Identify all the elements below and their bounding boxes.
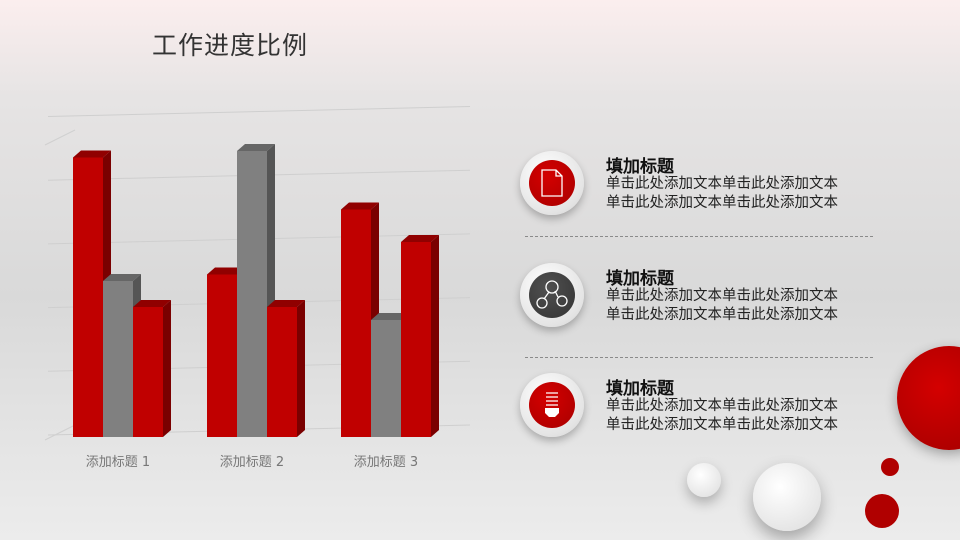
x-tick-label: 添加标题 2 (220, 455, 284, 470)
bar-top (73, 150, 111, 158)
bar-top (341, 202, 379, 210)
item-title: 填加标题 (606, 157, 674, 177)
item-title: 填加标题 (606, 379, 674, 399)
bar-top (371, 313, 409, 320)
document-icon (541, 169, 563, 197)
badge (520, 373, 584, 437)
divider (525, 357, 873, 358)
bar-side (431, 235, 439, 437)
bar (133, 307, 163, 437)
bar (237, 151, 267, 437)
bar-side (297, 300, 305, 437)
bar (341, 209, 371, 437)
bar-top (267, 300, 305, 307)
bar (401, 242, 431, 437)
divider (525, 236, 873, 237)
decorative-circle (897, 346, 960, 450)
decorative-circle (687, 463, 721, 497)
item-text: 单击此处添加文本单击此处添加文本 单击此处添加文本单击此处添加文本 (606, 176, 838, 211)
bar-top (133, 300, 171, 307)
bar-top (207, 267, 245, 275)
decorative-circle (881, 458, 899, 476)
bar (207, 274, 237, 437)
bar-top (237, 144, 275, 151)
badge (520, 263, 584, 327)
network-icon (536, 280, 568, 309)
badge (520, 151, 584, 215)
decorative-circle (753, 463, 821, 531)
lightbulb-icon (545, 392, 559, 417)
axis-wall (44, 129, 76, 441)
list-item: 填加标题 单击此处添加文本单击此处添加文本 单击此处添加文本单击此处添加文本 (520, 263, 880, 333)
bar-top (401, 235, 439, 242)
bar (267, 307, 297, 437)
bar-chart: 添加标题 1 添加标题 2 添加标题 3 (44, 106, 471, 470)
item-text: 单击此处添加文本单击此处添加文本 单击此处添加文本单击此处添加文本 (606, 288, 838, 323)
list-item: 填加标题 单击此处添加文本单击此处添加文本 单击此处添加文本单击此处添加文本 (520, 373, 880, 443)
item-text: 单击此处添加文本单击此处添加文本 单击此处添加文本单击此处添加文本 (606, 398, 838, 433)
decorative-circle (865, 494, 899, 528)
bar (73, 157, 103, 437)
x-tick-label: 添加标题 3 (354, 455, 418, 470)
page-title: 工作进度比例 (152, 31, 309, 60)
gridline (47, 106, 471, 117)
bar-side (163, 300, 171, 437)
x-tick-label: 添加标题 1 (86, 455, 150, 470)
bar (103, 281, 133, 437)
bar (371, 320, 401, 437)
item-title: 填加标题 (606, 269, 674, 289)
list-item: 填加标题 单击此处添加文本单击此处添加文本 单击此处添加文本单击此处添加文本 (520, 151, 880, 221)
bar-top (103, 274, 141, 281)
